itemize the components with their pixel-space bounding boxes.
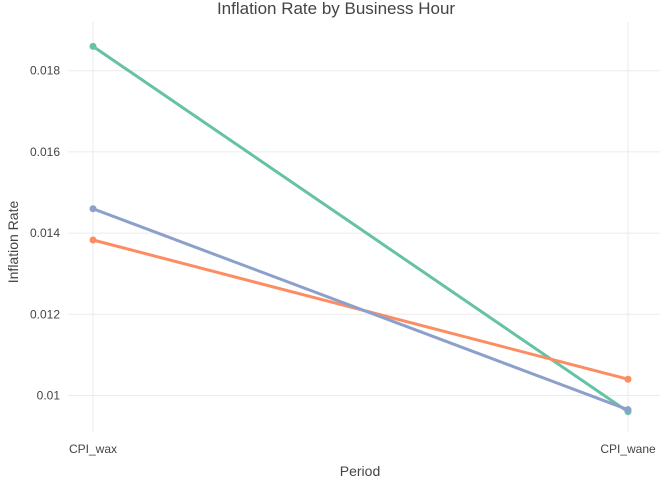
data-point[interactable] [89,236,97,244]
data-point[interactable] [624,406,632,414]
y-tick-label: 0.014 [30,226,60,240]
y-axis-title: Inflation Rate [5,201,21,284]
x-tick-label: CPI_wane [600,442,656,456]
x-axis-title: Period [340,463,380,479]
grid [68,22,660,432]
data-point[interactable] [89,205,97,213]
x-tick-label: CPI_wax [69,442,117,456]
series-lines [89,42,632,416]
y-tick-label: 0.018 [30,64,60,78]
series-line [92,207,629,412]
series-3 [89,205,632,414]
y-tick-label: 0.012 [30,307,60,321]
y-tick-label: 0.01 [37,388,61,402]
x-axis-ticks: CPI_wax CPI_wane [69,442,656,456]
y-tick-label: 0.016 [30,145,60,159]
y-axis-ticks: 0.01 0.012 0.014 0.016 0.018 [30,64,60,403]
series-line [92,45,629,413]
data-point[interactable] [624,375,632,383]
chart-title: Inflation Rate by Business Hour [217,0,455,18]
data-point[interactable] [89,42,97,50]
